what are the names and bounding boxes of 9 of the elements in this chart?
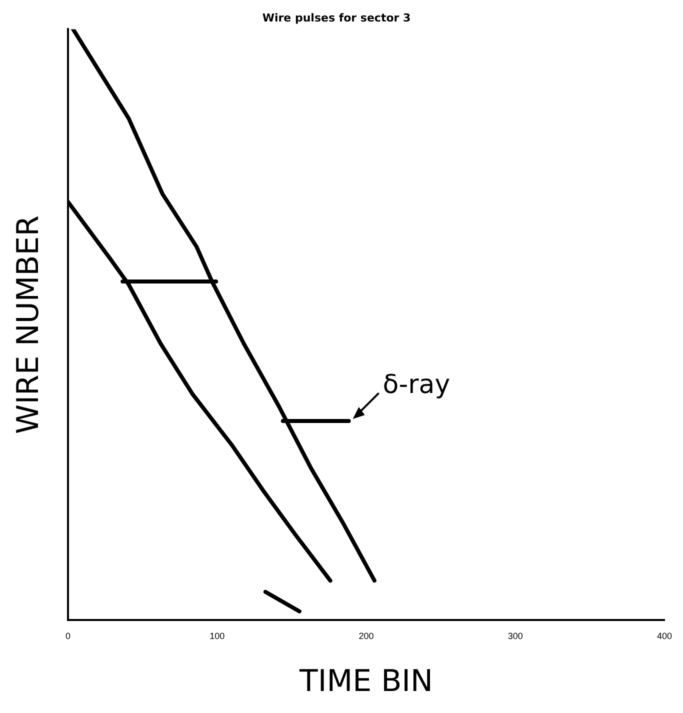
x-tick-label: 400 <box>656 631 672 642</box>
x-tick-label: 300 <box>508 631 523 642</box>
chart-title: Wire pulses for sector 3 <box>262 11 411 24</box>
x-tick-label: 0 <box>65 631 71 642</box>
y-axis-title: WIRE NUMBER <box>10 215 46 434</box>
annotation: δ-ray <box>382 370 450 400</box>
x-tick-label: 200 <box>358 631 374 642</box>
x-tick-label: 100 <box>210 631 225 642</box>
x-axis-title: TIME BIN <box>298 664 433 699</box>
